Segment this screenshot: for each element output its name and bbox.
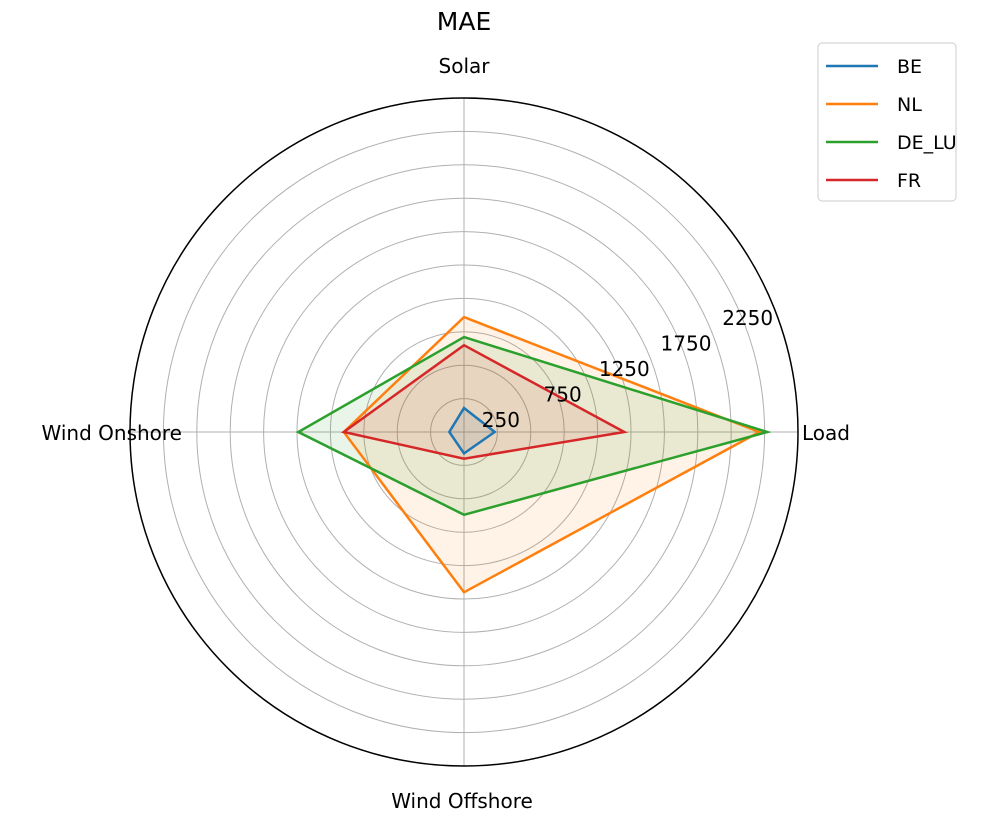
series-line-be: [447, 406, 497, 456]
legend: BE NL DE_LU FR: [817, 42, 957, 202]
series-layer: [295, 315, 772, 594]
series-area-nl: [343, 317, 760, 593]
series-line-nl: [342, 315, 763, 594]
category-label-wind-onshore: Wind Onshore: [42, 421, 182, 445]
series-line-fr: [340, 343, 629, 460]
radial-tick-label: 750: [544, 383, 582, 407]
legend-label-de-lu: DE_LU: [897, 132, 957, 154]
radial-tick-label: 1750: [661, 332, 712, 356]
category-label-load: Load: [802, 421, 850, 445]
legend-item-nl: NL: [826, 94, 922, 116]
category-label-wind-offshore: Wind Offshore: [391, 789, 533, 813]
legend-label-be: BE: [897, 56, 922, 78]
legend-item-de-lu: DE_LU: [826, 132, 957, 154]
radial-tick-labels: 250 750 1250 1750 2250: [482, 306, 773, 432]
outer-frame: [129, 97, 799, 767]
radial-tick-label: 2250: [722, 306, 773, 330]
category-label-solar: Solar: [439, 54, 491, 78]
legend-item-be: BE: [826, 56, 922, 78]
legend-item-fr: FR: [826, 170, 921, 192]
chart-title: MAE: [437, 7, 491, 36]
legend-label-nl: NL: [897, 94, 922, 116]
series-area-be: [449, 408, 495, 454]
legend-frame: [817, 42, 957, 202]
radial-tick-label: 250: [482, 408, 520, 432]
series-line-de-lu: [295, 335, 772, 517]
series-area-fr: [343, 345, 625, 459]
legend-label-fr: FR: [897, 170, 921, 192]
radial-tick-label: 1250: [599, 357, 650, 381]
category-labels: Solar Load Wind Offshore Wind Onshore: [42, 54, 850, 813]
